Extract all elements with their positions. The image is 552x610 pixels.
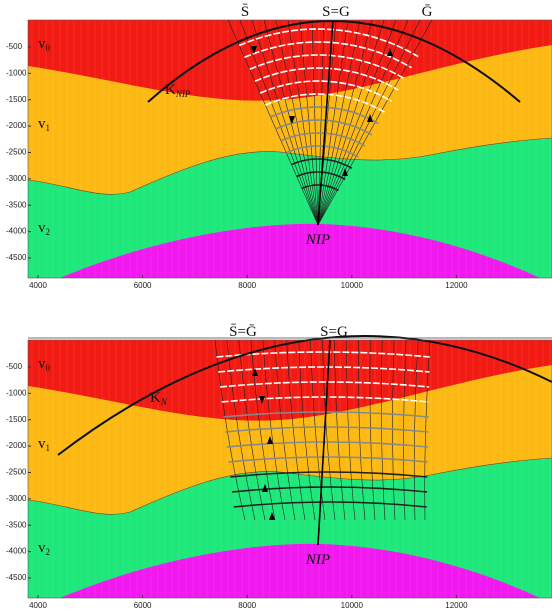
layer-sub: 0: [46, 363, 51, 373]
point-label: NIP: [305, 552, 330, 568]
x-tick-label: 4000: [29, 281, 47, 290]
layer-sub: 1: [46, 123, 51, 133]
y-tick-label: -3000: [6, 494, 27, 503]
y-tick-label: -3500: [6, 200, 27, 209]
y-tick-label: -500: [6, 362, 23, 371]
panel: -500 -1000 -1500 -2000 -2500 -3000 -3500 -4000 -…: [6, 4, 552, 290]
y-tick-label: -4000: [6, 227, 27, 236]
y-tick-label: -500: [6, 42, 23, 51]
x-tick-label: 6000: [134, 601, 152, 610]
y-tick-label: -3000: [6, 174, 27, 183]
x-tick-label: 6000: [134, 281, 152, 290]
panel: -500 -1000 -1500 -2000 -2500 -3000 -3500 -4000 -…: [6, 324, 552, 610]
y-tick-label: -4500: [6, 573, 27, 582]
y-tick-label: -4500: [6, 253, 27, 262]
x-tick-label: 12000: [445, 601, 468, 610]
layer-sub: 2: [46, 547, 51, 557]
y-tick-label: -2000: [6, 121, 27, 130]
y-tick-label: -1000: [6, 388, 27, 397]
curve-base: K: [150, 390, 161, 406]
top-label: S=G: [322, 4, 350, 20]
layer-sub: 0: [46, 43, 51, 53]
x-tick-label: 4000: [29, 601, 47, 610]
y-tick-label: -1500: [6, 415, 27, 424]
y-tick-label: -2000: [6, 441, 27, 450]
y-tick-label: -2500: [6, 148, 27, 157]
layer-sub: 2: [46, 227, 51, 237]
top-label: S̄: [241, 4, 249, 20]
curve-sub: N: [160, 397, 168, 407]
curve-base: K: [165, 82, 176, 98]
y-tick-label: -3500: [6, 520, 27, 529]
point-label: NIP: [305, 232, 330, 248]
y-tick-label: -4000: [6, 547, 27, 556]
x-tick-label: 10000: [341, 281, 364, 290]
x-tick-label: 8000: [238, 281, 256, 290]
layer-sub: 1: [46, 443, 51, 453]
figure: -500 -1000 -1500 -2000 -2500 -3000 -3500 -4000 -…: [0, 0, 552, 610]
curve-sub: NIP: [175, 89, 191, 99]
x-tick-label: 10000: [341, 601, 364, 610]
x-tick-label: 12000: [445, 281, 468, 290]
y-tick-label: -1000: [6, 68, 27, 77]
y-tick-label: -2500: [6, 468, 27, 477]
x-tick-label: 8000: [238, 601, 256, 610]
top-label: Ḡ: [422, 4, 433, 20]
y-tick-label: -1500: [6, 95, 27, 104]
